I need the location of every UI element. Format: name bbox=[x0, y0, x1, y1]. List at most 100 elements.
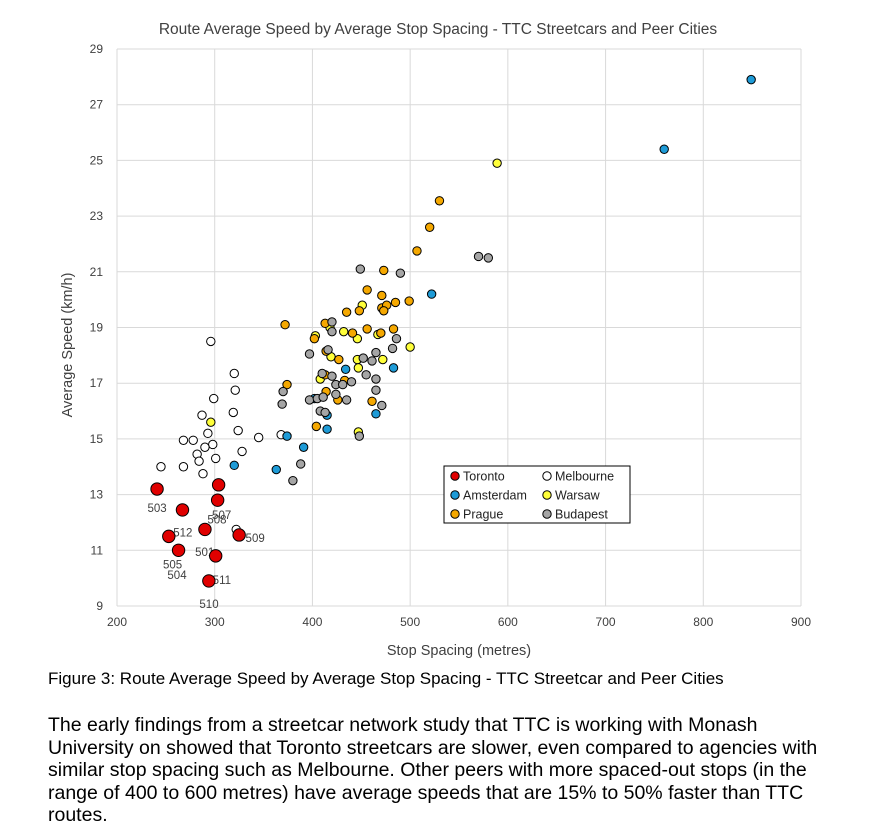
legend: Toronto Melbourne Amsterdam Warsaw Prague Bud… bbox=[443, 465, 631, 524]
toronto-point bbox=[232, 528, 246, 542]
legend-label-prague: Prague bbox=[463, 508, 503, 522]
legend-label-warsaw: Warsaw bbox=[555, 489, 601, 503]
y-tick-label-13: 13 bbox=[90, 488, 104, 502]
budapest-point bbox=[358, 353, 368, 363]
route-label-508: 508 bbox=[207, 514, 226, 526]
toronto-point bbox=[175, 503, 190, 517]
toronto-point bbox=[211, 478, 226, 492]
amsterdam-point bbox=[322, 424, 332, 434]
prague-point bbox=[341, 307, 352, 317]
melbourne-point bbox=[198, 469, 208, 479]
budapest-point bbox=[377, 400, 387, 411]
melbourne-point bbox=[253, 432, 264, 443]
route-label-511: 511 bbox=[213, 575, 231, 587]
budapest-point bbox=[331, 389, 341, 400]
budapest-point bbox=[395, 268, 406, 278]
y-tick-label-25: 25 bbox=[90, 153, 104, 167]
legend-label-melbourne: Melbourne bbox=[555, 470, 614, 484]
y-tick-label-19: 19 bbox=[90, 321, 104, 335]
legend-marker-prague bbox=[450, 509, 460, 519]
prague-point bbox=[424, 222, 435, 232]
prague-point bbox=[376, 328, 386, 338]
budapest-point bbox=[327, 371, 337, 381]
y-tick-label-15: 15 bbox=[90, 432, 104, 446]
amsterdam-point bbox=[271, 464, 281, 475]
budapest-point bbox=[371, 385, 381, 395]
x-tick-label-400: 400 bbox=[302, 615, 322, 629]
warsaw-point bbox=[353, 363, 364, 373]
amsterdam-point bbox=[371, 409, 381, 419]
amsterdam-point bbox=[388, 363, 399, 373]
x-tick-label-200: 200 bbox=[107, 615, 127, 629]
legend-marker-amsterdam bbox=[450, 490, 460, 500]
melbourne-point bbox=[188, 435, 198, 445]
y-tick-label-23: 23 bbox=[90, 209, 104, 223]
x-tick-label-600: 600 bbox=[498, 615, 518, 629]
melbourne-point bbox=[209, 393, 219, 404]
prague-point bbox=[354, 306, 365, 316]
budapest-point bbox=[304, 349, 315, 359]
melbourne-point bbox=[194, 456, 204, 466]
budapest-point bbox=[327, 326, 337, 337]
budapest-point bbox=[371, 374, 381, 384]
toronto-point bbox=[202, 574, 216, 588]
toronto-point bbox=[198, 522, 212, 537]
axis-ticks: 200 300 400 500 600 700 800 900 9 11 13 15 17 19 21 23 2… bbox=[90, 42, 812, 629]
melbourne-point bbox=[228, 407, 238, 418]
prague-point bbox=[390, 297, 401, 308]
budapest-point bbox=[317, 368, 327, 379]
melbourne-point bbox=[200, 442, 210, 452]
prague-point bbox=[404, 296, 414, 306]
legend-label-budapest: Budapest bbox=[555, 508, 608, 522]
budapest-point bbox=[371, 347, 381, 358]
melbourne-point bbox=[229, 368, 239, 379]
melbourne-point bbox=[230, 385, 240, 395]
melbourne-point bbox=[206, 336, 216, 347]
budapest-point bbox=[277, 399, 287, 409]
budapest-point bbox=[346, 377, 357, 387]
melbourne-point bbox=[156, 462, 166, 472]
melbourne-point bbox=[197, 410, 207, 420]
budapest-point bbox=[387, 343, 398, 354]
toronto-point bbox=[162, 529, 176, 544]
x-axis-label: Stop Spacing (metres) bbox=[387, 643, 531, 659]
route-label-510: 510 bbox=[199, 599, 218, 611]
x-tick-label-900: 900 bbox=[791, 615, 811, 629]
legend-marker-warsaw bbox=[542, 490, 552, 500]
budapest-point bbox=[323, 345, 333, 355]
budapest-point bbox=[320, 407, 330, 418]
budapest-point bbox=[304, 395, 315, 405]
toronto-point bbox=[210, 493, 225, 507]
prague-point bbox=[282, 379, 292, 390]
gridlines bbox=[116, 48, 802, 607]
prague-point bbox=[280, 320, 290, 330]
prague-point bbox=[362, 285, 372, 295]
y-tick-label-21: 21 bbox=[90, 265, 104, 279]
x-tick-label-300: 300 bbox=[205, 615, 225, 629]
budapest-point bbox=[354, 431, 365, 441]
melbourne-point bbox=[178, 462, 189, 472]
budapest-point bbox=[288, 475, 298, 486]
x-tick-label-800: 800 bbox=[693, 615, 713, 629]
prague-point bbox=[311, 421, 322, 432]
budapest-point bbox=[338, 379, 348, 390]
route-label-512: 512 bbox=[173, 527, 192, 539]
prague-point bbox=[362, 324, 372, 334]
prague-point bbox=[334, 354, 344, 365]
budapest-point bbox=[296, 459, 306, 469]
prague-point bbox=[412, 246, 422, 256]
route-label-507: 507 bbox=[212, 510, 231, 522]
prague-point bbox=[388, 324, 399, 334]
prague-point bbox=[377, 290, 387, 301]
budapest-point bbox=[318, 392, 328, 402]
prague-point bbox=[367, 396, 377, 407]
y-tick-label-17: 17 bbox=[90, 376, 104, 390]
amsterdam-point bbox=[340, 364, 351, 374]
route-label-503: 503 bbox=[147, 503, 166, 515]
amsterdam-point bbox=[298, 442, 309, 452]
figure-caption: Figure 3: Route Average Speed by Average… bbox=[48, 669, 724, 688]
legend-label-toronto: Toronto bbox=[463, 470, 505, 484]
amsterdam-point bbox=[282, 431, 292, 441]
prague-point bbox=[309, 333, 320, 344]
